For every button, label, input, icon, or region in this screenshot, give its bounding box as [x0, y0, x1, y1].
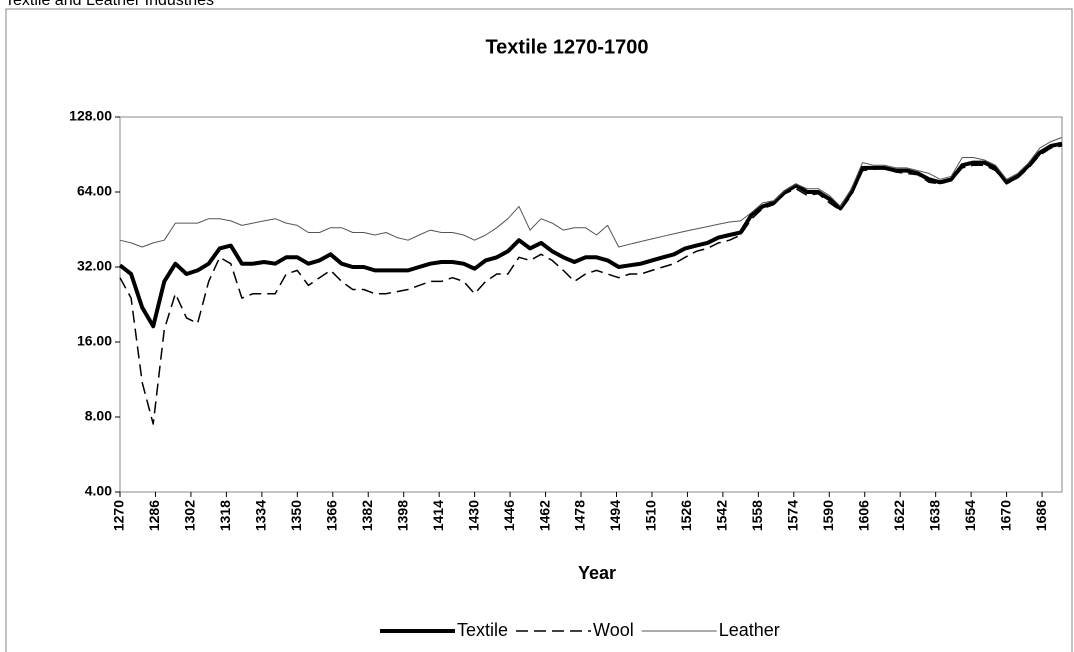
legend-label: Leather — [719, 620, 780, 640]
x-tick-label: 1622 — [891, 500, 907, 531]
x-tick-label: 1318 — [217, 500, 233, 531]
x-tick-label: 1334 — [253, 500, 269, 531]
y-tick-label: 4.00 — [85, 483, 112, 499]
x-tick-label: 1510 — [643, 500, 659, 531]
y-tick-label: 32.00 — [77, 258, 112, 274]
y-tick-label: 8.00 — [85, 408, 112, 424]
x-tick-label: 1446 — [501, 500, 517, 531]
legend-label: Textile — [457, 620, 508, 640]
page-title: Textile and Leather Industries — [5, 0, 214, 9]
series-line — [118, 141, 1063, 329]
x-axis-label: Year — [578, 563, 616, 583]
x-tick-label: 1286 — [146, 500, 162, 531]
x-tick-label: 1638 — [926, 500, 942, 531]
x-tick-label: 1606 — [855, 500, 871, 531]
x-tick-label: 1350 — [288, 500, 304, 531]
x-tick-label: 1478 — [572, 500, 588, 531]
x-tick-label: 1302 — [182, 500, 198, 531]
x-tick-label: 1430 — [465, 500, 481, 531]
x-tick-label: 1542 — [714, 500, 730, 531]
x-tick-label: 1686 — [1033, 500, 1049, 531]
x-tick-label: 1590 — [820, 500, 836, 531]
y-tick-label: 64.00 — [77, 183, 112, 199]
legend-label: Wool — [593, 620, 634, 640]
x-tick-label: 1574 — [785, 500, 801, 531]
chart-frame — [5, 8, 1073, 652]
x-tick-label: 1398 — [394, 500, 410, 531]
y-tick-label: 16.00 — [77, 333, 112, 349]
series-line — [119, 136, 1063, 248]
x-tick-label: 1654 — [962, 500, 978, 531]
chart-title: Textile 1270-1700 — [485, 36, 648, 58]
x-tick-label: 1382 — [359, 500, 375, 531]
x-tick-label: 1366 — [323, 500, 339, 531]
x-tick-label: 1270 — [111, 500, 127, 531]
plot-area — [119, 116, 1063, 493]
x-tick-label: 1494 — [607, 500, 623, 531]
x-tick-label: 1462 — [536, 500, 552, 531]
x-tick-label: 1526 — [678, 500, 694, 531]
series-line — [119, 145, 1063, 425]
x-tick-label: 1558 — [749, 500, 765, 531]
x-tick-label: 1414 — [430, 500, 446, 531]
x-tick-label: 1670 — [997, 500, 1013, 531]
y-tick-label: 128.00 — [69, 108, 112, 124]
